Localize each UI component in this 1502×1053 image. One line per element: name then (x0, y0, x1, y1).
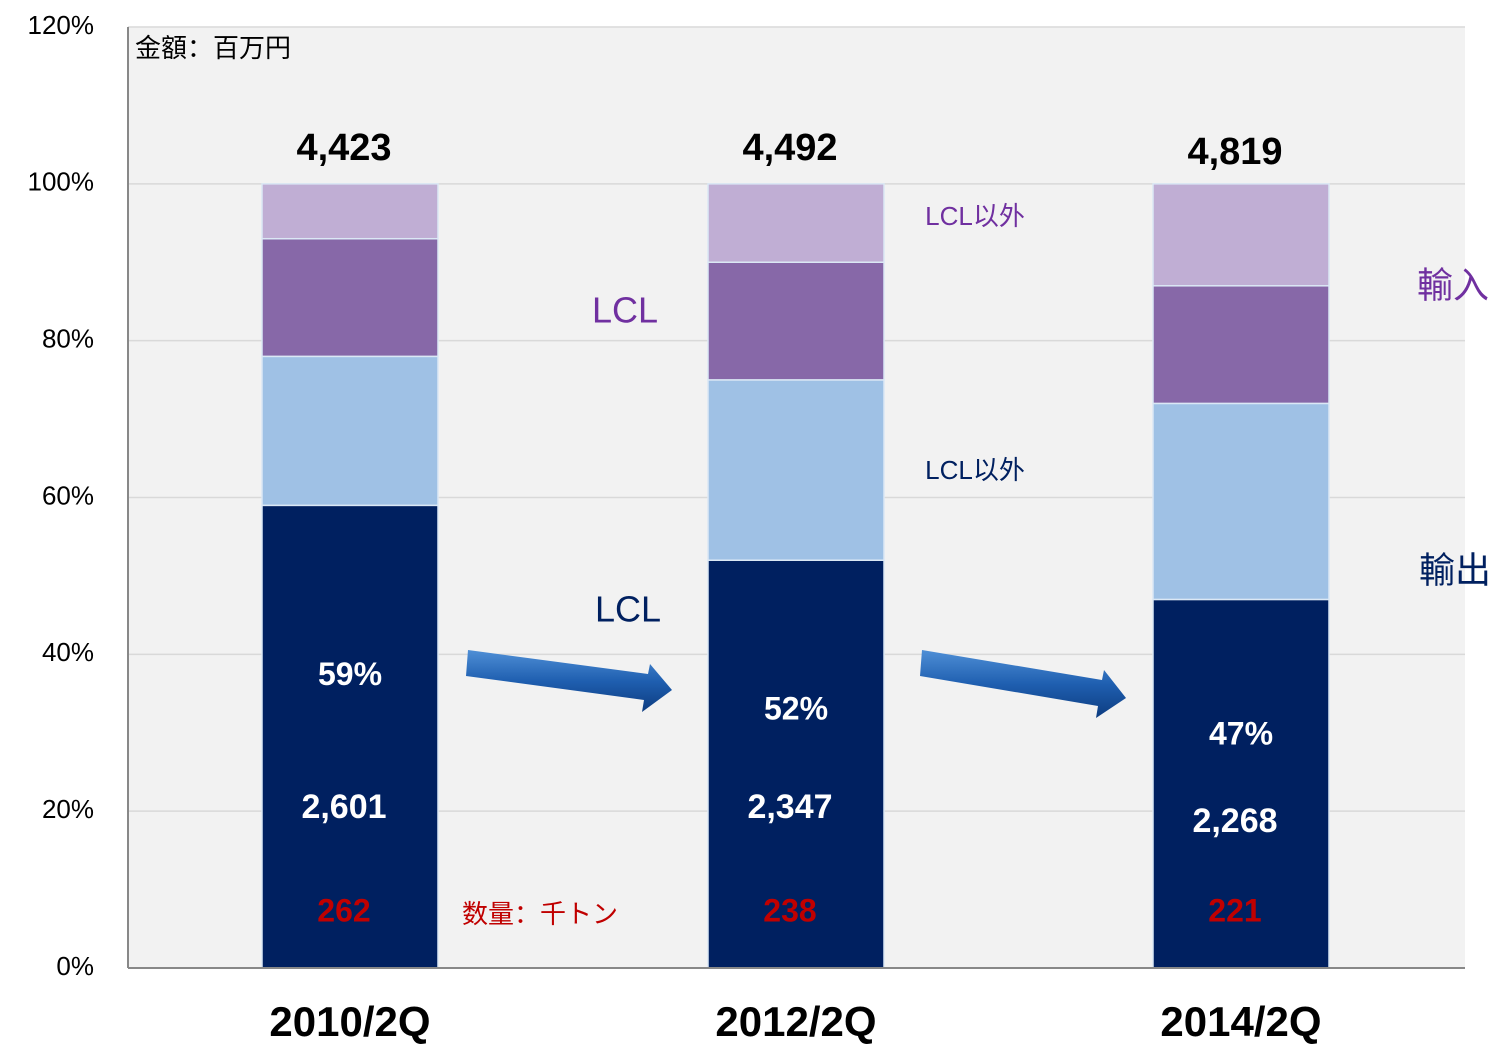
amount-label: 2,268 (1192, 802, 1277, 840)
bar-segment (261, 237, 439, 358)
percent-label: 47% (1209, 715, 1273, 751)
series-label: LCL (592, 290, 658, 331)
series-label: LCL (595, 589, 661, 630)
amount-label: 2,347 (747, 788, 832, 826)
bar-segment (707, 379, 885, 561)
series-label: LCL以外 (925, 455, 1025, 485)
bar-segment (707, 261, 885, 381)
quantity-label: 262 (317, 893, 370, 929)
series-label: LCL以外 (925, 201, 1025, 231)
arrow (920, 650, 1126, 718)
y-tick-label: 80% (42, 324, 94, 354)
y-tick-label: 40% (42, 637, 94, 667)
amount-unit: 金額：百万円 (135, 33, 291, 63)
y-tick-label: 0% (56, 951, 94, 981)
bar-segment (707, 559, 885, 969)
x-tick-label: 2014/2Q (1160, 998, 1321, 1045)
bar-segment (261, 355, 439, 507)
y-tick-label: 120% (28, 10, 95, 40)
quantity-label: 238 (763, 893, 816, 929)
total-label: 4,819 (1187, 131, 1282, 173)
y-tick-label: 20% (42, 794, 94, 824)
y-tick-label: 60% (42, 480, 94, 510)
total-label: 4,492 (742, 127, 837, 169)
percent-label: 59% (318, 656, 382, 692)
total-label: 4,423 (296, 127, 391, 169)
group-label: 輸出 (1419, 550, 1491, 591)
bar-segment (1152, 285, 1330, 405)
percent-label: 52% (764, 691, 828, 727)
bar-segment (707, 183, 885, 263)
quantity-unit: 数量：千トン (462, 899, 618, 929)
y-tick-label: 100% (28, 167, 95, 197)
quantity-label: 221 (1208, 893, 1261, 929)
bar-segment (261, 183, 439, 240)
arrow (466, 650, 672, 712)
bar-segment (1152, 183, 1330, 287)
x-tick-label: 2010/2Q (269, 998, 430, 1045)
amount-label: 2,601 (301, 788, 386, 826)
group-label: 輸入 (1417, 265, 1489, 306)
x-tick-label: 2012/2Q (715, 998, 876, 1045)
bar-segment (1152, 402, 1330, 601)
